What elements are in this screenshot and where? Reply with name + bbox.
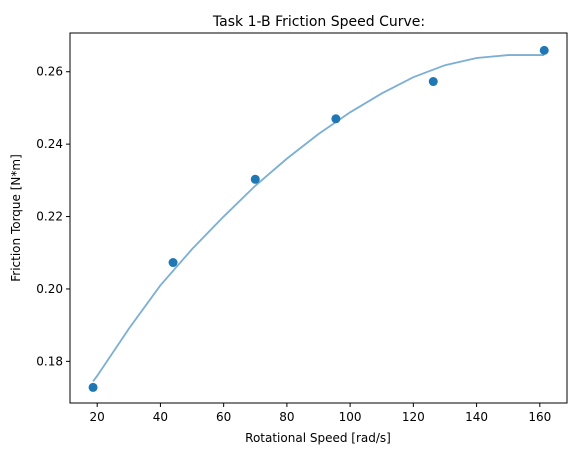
- x-tick-label: 160: [528, 410, 551, 424]
- y-tick-label: 0.22: [36, 210, 63, 224]
- x-tick-label: 100: [339, 410, 362, 424]
- x-axis-ticks: 20 40 60 80 100 120 140 160: [90, 403, 551, 424]
- plot-frame: [69, 32, 568, 404]
- x-tick-label: 80: [279, 410, 294, 424]
- x-axis-label: Rotational Speed [rad/s]: [245, 431, 391, 445]
- y-axis-label: Friction Torque [N*m]: [9, 154, 23, 282]
- x-tick-label: 20: [90, 410, 105, 424]
- data-point: [168, 258, 178, 268]
- data-points-layer: [88, 45, 549, 392]
- y-axis-ticks: 0.18 0.20 0.22 0.24 0.26: [36, 65, 70, 368]
- chart-title: Task 1-B Friction Speed Curve:: [212, 14, 425, 30]
- data-point: [331, 114, 341, 124]
- y-tick-label: 0.20: [36, 282, 63, 296]
- y-tick-label: 0.24: [36, 137, 63, 151]
- data-point: [428, 77, 438, 87]
- fit-curve-layer: [92, 54, 545, 382]
- y-tick-label: 0.26: [36, 65, 63, 79]
- x-tick-label: 140: [465, 410, 488, 424]
- y-tick-label: 0.18: [36, 354, 63, 368]
- data-point: [539, 45, 549, 55]
- fit-curve-line: [92, 54, 545, 382]
- x-tick-label: 60: [216, 410, 231, 424]
- x-tick-label: 120: [402, 410, 425, 424]
- data-point: [88, 382, 98, 392]
- data-point: [250, 174, 260, 184]
- x-tick-label: 40: [153, 410, 168, 424]
